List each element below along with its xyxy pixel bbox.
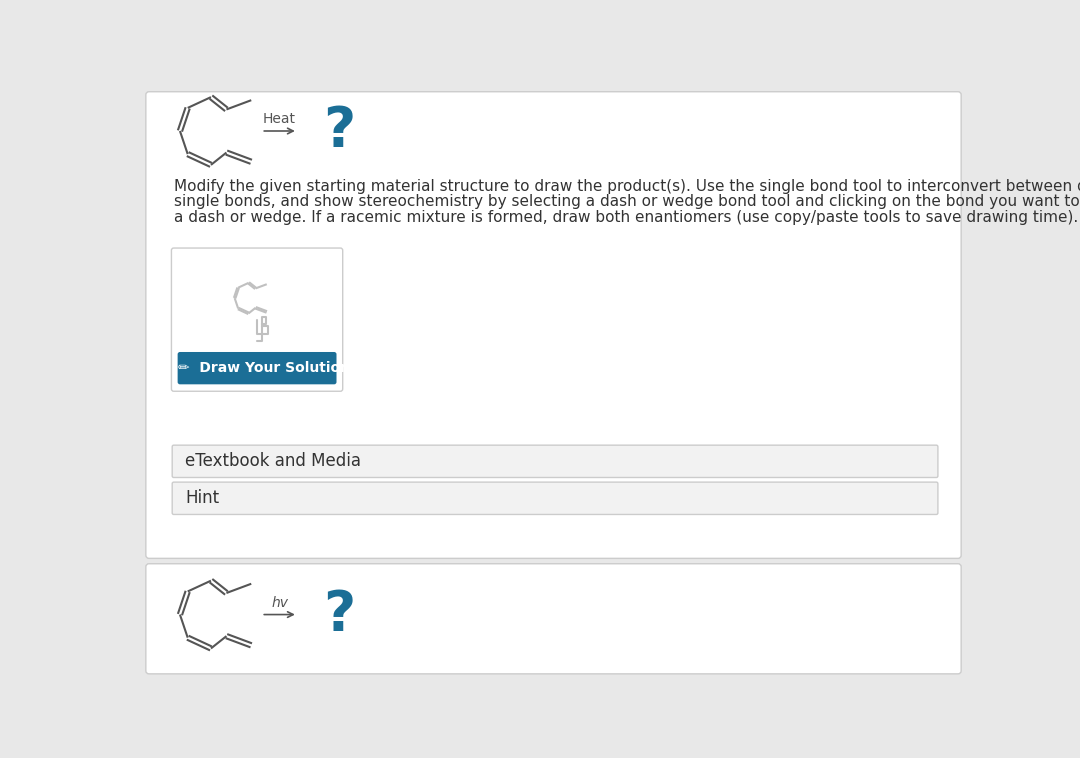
Text: Modify the given starting material structure to draw the product(s). Use the sin: Modify the given starting material struc… <box>174 179 1080 194</box>
Text: ✏  Draw Your Solution: ✏ Draw Your Solution <box>164 361 350 375</box>
Text: Heat: Heat <box>264 112 296 127</box>
Text: single bonds, and show stereochemistry by selecting a dash or wedge bond tool an: single bonds, and show stereochemistry b… <box>174 194 1080 209</box>
FancyBboxPatch shape <box>172 445 937 478</box>
Text: ?: ? <box>323 104 355 158</box>
FancyBboxPatch shape <box>177 352 337 384</box>
Text: eTextbook and Media: eTextbook and Media <box>186 453 362 470</box>
FancyBboxPatch shape <box>172 248 342 391</box>
FancyBboxPatch shape <box>172 482 937 515</box>
FancyBboxPatch shape <box>146 564 961 674</box>
Text: a dash or wedge. If a racemic mixture is formed, draw both enantiomers (use copy: a dash or wedge. If a racemic mixture is… <box>174 209 1078 224</box>
FancyBboxPatch shape <box>146 92 961 559</box>
Text: hv: hv <box>271 596 288 610</box>
Text: ?: ? <box>323 587 355 641</box>
Text: Hint: Hint <box>186 490 219 507</box>
